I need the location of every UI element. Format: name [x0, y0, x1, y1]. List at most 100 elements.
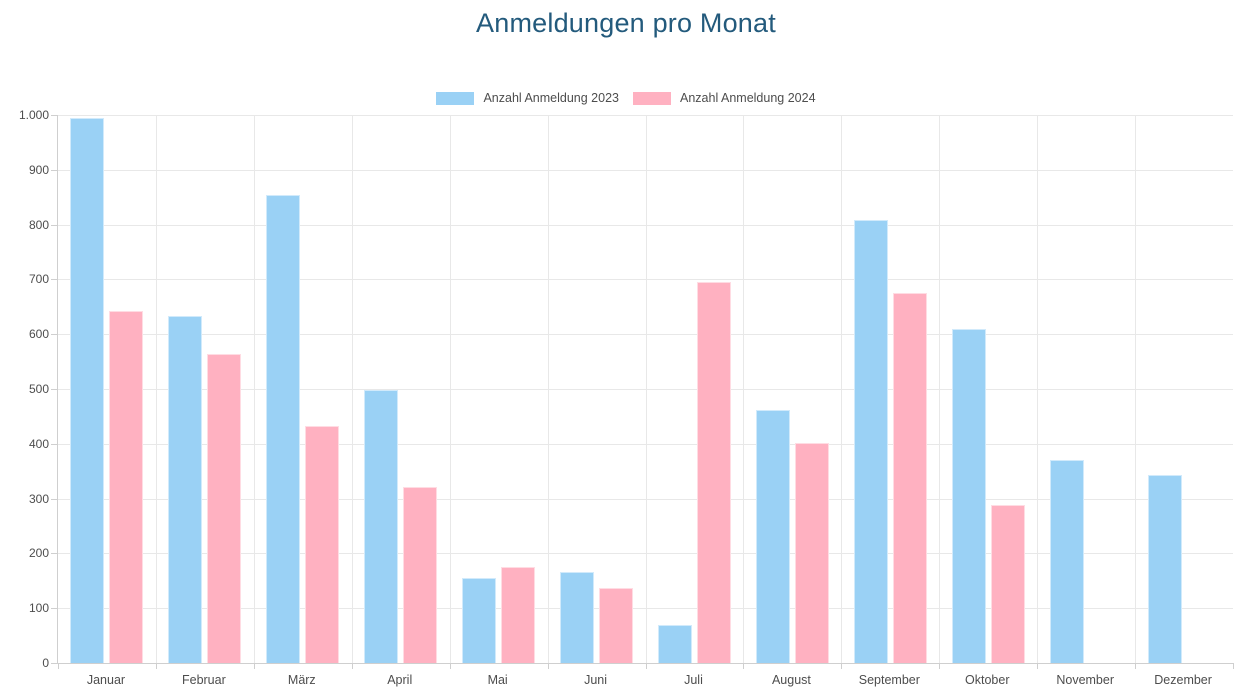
legend: Anzahl Anmeldung 2023 Anzahl Anmeldung 20…: [0, 91, 1252, 105]
x-axis-label: August: [771, 673, 811, 687]
legend-swatch: [633, 91, 671, 105]
category-column-januar: [58, 115, 156, 663]
x-tick-mark: [58, 663, 59, 669]
gridline-vertical: [351, 115, 353, 663]
bar-2023-januar[interactable]: [70, 117, 105, 663]
category-column-oktober: [939, 115, 1037, 663]
bar-2023-oktober[interactable]: [951, 328, 986, 663]
x-tick-mark: [841, 663, 843, 669]
x-axis-label: November: [1056, 673, 1115, 687]
bar-2023-februar[interactable]: [168, 316, 203, 663]
bar-2024-september[interactable]: [892, 292, 927, 663]
y-tick-label: 700: [28, 272, 49, 287]
x-axis-label: Juli: [684, 673, 703, 687]
bar-2023-juli[interactable]: [657, 625, 692, 663]
x-tick-mark: [939, 663, 941, 669]
legend-label: Anzahl Anmeldung 2023: [483, 91, 619, 105]
x-tick-mark: [351, 663, 353, 669]
x-tick-mark: [547, 663, 549, 669]
x-tick-mark: [155, 663, 157, 669]
x-tick-mark: [449, 663, 451, 669]
bar-2023-november[interactable]: [1049, 459, 1084, 663]
gridline-vertical: [547, 115, 549, 663]
gridline-vertical: [1135, 115, 1137, 663]
category-column-november: [1037, 115, 1135, 663]
y-tick-label: 800: [28, 217, 49, 232]
x-axis-label: März: [287, 673, 316, 687]
x-axis-label: Dezember: [1154, 673, 1212, 687]
y-tick-label: 300: [28, 491, 49, 506]
gridline-vertical: [939, 115, 941, 663]
x-tick-mark: [253, 663, 255, 669]
x-tick-mark: [743, 663, 745, 669]
y-tick-label: 200: [28, 546, 49, 561]
x-axis-label: April: [387, 673, 413, 687]
bar-2023-juni[interactable]: [560, 572, 595, 663]
bar-2024-juni[interactable]: [599, 588, 634, 663]
category-column-februar: [156, 115, 254, 663]
y-tick-mark: [51, 608, 57, 610]
gridline-vertical: [155, 115, 157, 663]
category-column-mai: [450, 115, 548, 663]
y-tick-mark: [51, 443, 57, 445]
y-tick-mark: [51, 115, 57, 116]
gridline-vertical: [743, 115, 745, 663]
x-axis-label: Oktober: [965, 673, 1010, 687]
legend-item-2024[interactable]: Anzahl Anmeldung 2024: [633, 91, 816, 105]
x-axis-label: Mai: [487, 673, 508, 687]
y-tick-label: 900: [28, 162, 49, 177]
bar-2023-september[interactable]: [853, 220, 888, 663]
x-tick-mark: [1135, 663, 1137, 669]
bar-2024-juli[interactable]: [696, 282, 731, 663]
bar-2024-januar[interactable]: [109, 310, 144, 663]
x-axis-labels: Januar Februar März April Mai Juni Juli August S…: [57, 673, 1232, 687]
bar-2023-august[interactable]: [755, 409, 790, 663]
y-tick-mark: [51, 224, 57, 226]
y-tick-label: 100: [28, 601, 49, 616]
y-tick-mark: [51, 389, 57, 390]
x-axis-label: September: [858, 673, 920, 687]
plot-area: [51, 115, 1234, 669]
y-tick-label: 500: [28, 382, 49, 396]
y-tick-mark: [51, 498, 57, 500]
bar-columns: [58, 115, 1233, 663]
y-tick-mark: [51, 553, 57, 555]
category-column-april: [352, 115, 450, 663]
y-tick-mark: [51, 279, 57, 281]
bar-2023-märz[interactable]: [266, 195, 301, 663]
bar-2023-dezember[interactable]: [1147, 475, 1182, 663]
category-column-dezember: [1135, 115, 1233, 663]
bar-2024-märz[interactable]: [305, 425, 340, 663]
gridline-vertical: [1037, 115, 1039, 663]
legend-item-2023[interactable]: Anzahl Anmeldung 2023: [436, 91, 619, 105]
gridline-vertical: [253, 115, 255, 663]
y-tick-mark: [51, 663, 57, 664]
category-column-juli: [646, 115, 744, 663]
gridline-vertical: [841, 115, 843, 663]
bar-2023-april[interactable]: [364, 390, 399, 663]
bar-2024-oktober[interactable]: [990, 504, 1025, 663]
bar-2024-mai[interactable]: [501, 566, 536, 663]
x-tick-mark: [1233, 663, 1234, 669]
category-column-märz: [254, 115, 352, 663]
x-axis-label: Juni: [584, 673, 608, 687]
category-column-august: [743, 115, 841, 663]
y-tick-label: 400: [28, 436, 49, 451]
x-tick-mark: [645, 663, 647, 669]
category-column-september: [841, 115, 939, 663]
legend-label: Anzahl Anmeldung 2024: [680, 91, 816, 105]
bar-2024-april[interactable]: [403, 487, 438, 663]
bar-2024-august[interactable]: [794, 442, 829, 663]
category-column-juni: [548, 115, 646, 663]
gridline-vertical: [449, 115, 451, 663]
bar-2024-februar[interactable]: [207, 353, 242, 663]
y-tick-label: 1.000: [18, 108, 49, 122]
y-tick-label: 600: [28, 327, 49, 342]
gridline-vertical: [645, 115, 647, 663]
x-axis-label: Januar: [86, 673, 126, 687]
legend-swatch: [436, 91, 475, 105]
y-tick-mark: [51, 334, 57, 336]
y-tick-mark: [51, 169, 57, 171]
bar-2023-mai[interactable]: [462, 577, 497, 663]
x-axis-label: Februar: [181, 673, 226, 687]
